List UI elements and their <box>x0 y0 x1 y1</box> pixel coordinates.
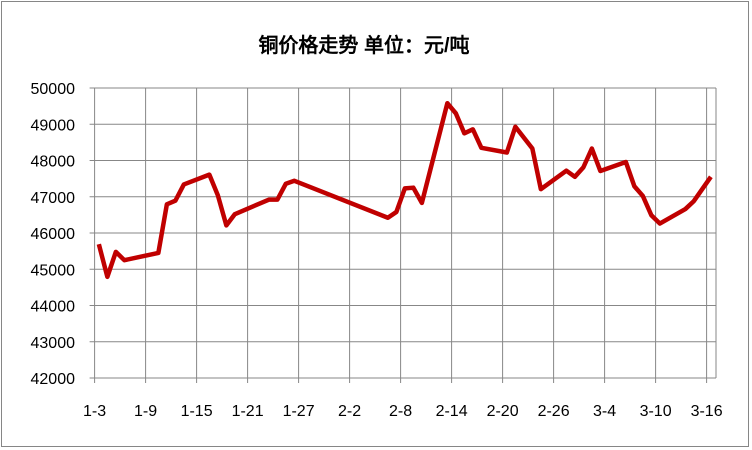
x-tick-label: 2-14 <box>436 403 468 420</box>
x-tick-label: 3-10 <box>640 403 672 420</box>
y-tick-label: 50000 <box>31 81 76 98</box>
y-tick-label: 43000 <box>31 335 76 352</box>
x-tick-label: 2-20 <box>487 403 519 420</box>
x-tick-label: 1-21 <box>232 403 264 420</box>
y-tick-label: 44000 <box>31 299 76 316</box>
x-tick-label: 2-26 <box>538 403 570 420</box>
x-tick-label: 3-4 <box>593 403 616 420</box>
y-tick-label: 49000 <box>31 117 76 134</box>
x-tick-label: 1-3 <box>83 403 106 420</box>
x-tick-label: 1-9 <box>134 403 157 420</box>
x-tick-label: 2-2 <box>338 403 361 420</box>
y-tick-label: 46000 <box>31 226 76 243</box>
y-tick-label: 45000 <box>31 262 76 279</box>
price-line <box>96 100 713 280</box>
x-tick-label: 3-16 <box>691 403 723 420</box>
y-tick-label: 42000 <box>31 371 76 388</box>
x-tick-label: 2-8 <box>389 403 412 420</box>
x-tick-label: 1-27 <box>283 403 315 420</box>
x-tick-label: 1-15 <box>181 403 213 420</box>
y-tick-label: 48000 <box>31 154 76 171</box>
chart-title: 铜价格走势 单位：元/吨 <box>258 33 469 57</box>
y-tick-label: 47000 <box>31 190 76 207</box>
